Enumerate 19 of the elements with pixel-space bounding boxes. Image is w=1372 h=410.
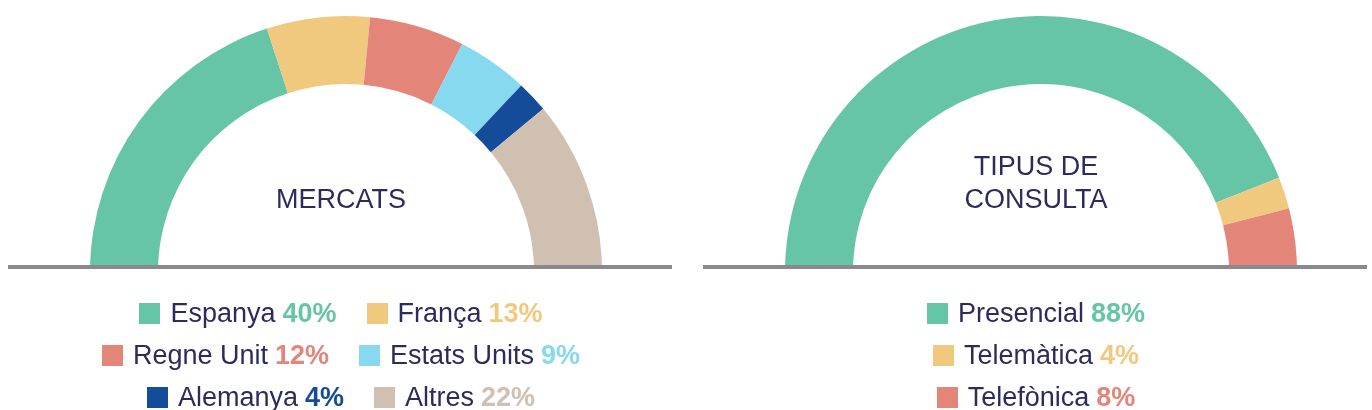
legend-label: Telefònica <box>967 381 1090 410</box>
legend-label: França <box>397 297 482 329</box>
text: TIPUS DE CONSULTA <box>963 150 1109 216</box>
data-label: 13% <box>488 297 543 329</box>
data-label: 9% <box>541 339 581 371</box>
data-label: 12% <box>274 339 330 371</box>
data-label: 4% <box>304 381 345 410</box>
legend-label: Espanya <box>170 297 276 329</box>
data-label: 88% <box>1091 297 1146 329</box>
data-label: 40% <box>282 297 337 329</box>
legend-label: Presencial <box>957 297 1084 329</box>
data-label: 22% <box>481 381 536 410</box>
legend-label: Telemàtica <box>963 339 1094 371</box>
data-label: 4% <box>1100 339 1140 371</box>
legend-label: Estats Units <box>390 339 535 371</box>
legend-label: Altres <box>405 381 475 410</box>
data-label: 8% <box>1096 381 1136 410</box>
legend-label: Regne Unit <box>132 339 268 371</box>
text: MERCATS <box>275 183 407 216</box>
